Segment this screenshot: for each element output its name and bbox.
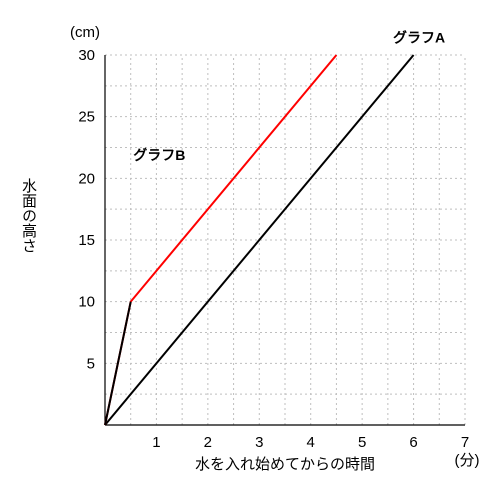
y-tick-label: 30: [78, 47, 95, 64]
x-tick-label: 7: [461, 434, 469, 451]
y-unit-label: (cm): [70, 24, 100, 41]
series-label-1: グラフB: [133, 147, 185, 163]
y-axis-title: 水面の高さ: [18, 178, 39, 253]
y-tick-label: 25: [78, 109, 95, 126]
x-axis-title: 水を入れ始めてからの時間: [195, 456, 375, 473]
series-label-0: グラフA: [393, 30, 445, 46]
x-unit-label: (分): [455, 452, 480, 469]
x-tick-label: 2: [204, 434, 212, 451]
y-tick-label: 15: [78, 232, 95, 249]
y-tick-label: 10: [78, 294, 95, 311]
chart-svg: 1 2 3 4 5 6 7 5 10 15 20 25 30 (cm) (分) 水を入れ始めてからの時間 グラフ…: [0, 0, 500, 500]
x-tick-label: 1: [152, 434, 160, 451]
x-tick-label: 3: [255, 434, 263, 451]
x-tick-label: 6: [409, 434, 417, 451]
water-level-chart: 1 2 3 4 5 6 7 5 10 15 20 25 30 (cm) (分) 水を入れ始めてからの時間 グラフ…: [0, 0, 500, 500]
y-tick-label: 5: [87, 355, 95, 372]
x-tick-label: 4: [307, 434, 315, 451]
y-tick-label: 20: [78, 170, 95, 187]
x-tick-label: 5: [358, 434, 366, 451]
